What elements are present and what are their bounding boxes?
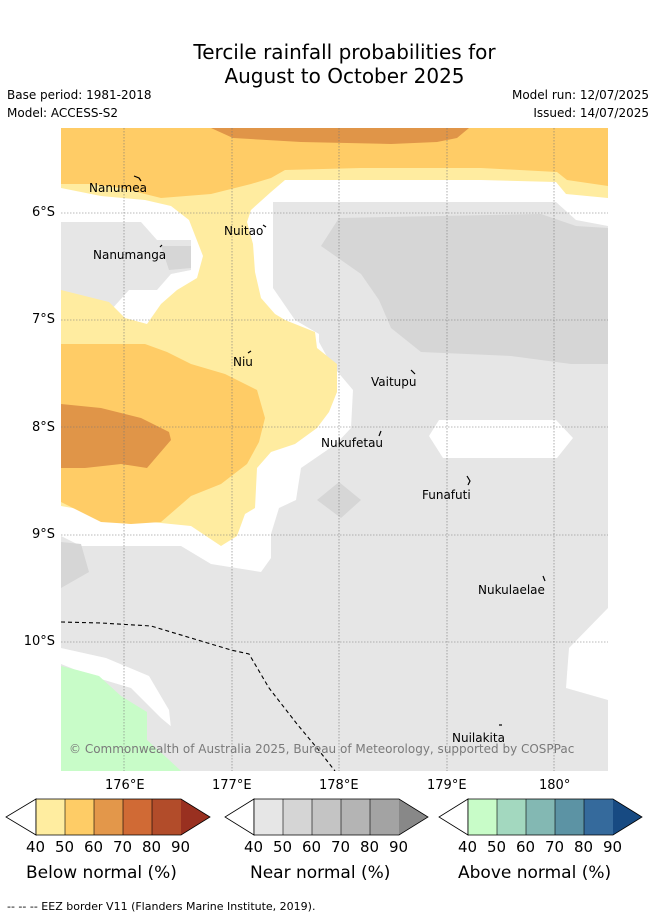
nanumanga-island-mark — [159, 244, 163, 248]
eez-border-note: -- -- -- EEZ border V11 (Flanders Marine… — [7, 900, 316, 913]
niu-island-mark — [247, 350, 252, 354]
near-tick-90: 90 — [389, 838, 409, 856]
probability-map — [61, 128, 608, 771]
above-tick-40: 40 — [458, 838, 478, 856]
swatch-below-40 — [36, 799, 65, 835]
lon-label-178e: 178°E — [319, 778, 359, 793]
near-tick-80: 80 — [360, 838, 380, 856]
below-normal-title: Below normal (%) — [26, 863, 177, 883]
swatch-below-50 — [65, 799, 94, 835]
below-normal-60-top — [211, 128, 469, 144]
swatch-near-40 — [254, 799, 283, 835]
place-nuilakita: Nuilakita — [452, 731, 505, 745]
lat-label-9s: 9°S — [31, 527, 55, 542]
nukufetau-island-mark — [378, 430, 382, 437]
below-tick-40: 40 — [26, 838, 46, 856]
swatch-above-40 — [468, 799, 497, 835]
swatch-below-60 — [94, 799, 123, 835]
lon-label-179e: 179°E — [427, 778, 467, 793]
swatch-above-90 — [613, 799, 642, 835]
eez-border — [61, 621, 336, 771]
nukulaelae-island-mark — [542, 575, 546, 582]
colorbar-near-normal — [224, 798, 429, 836]
island-marks — [133, 175, 546, 726]
below-tick-80: 80 — [142, 838, 162, 856]
swatch-near-60 — [312, 799, 341, 835]
swatch-above-80 — [584, 799, 613, 835]
near-tick-60: 60 — [302, 838, 322, 856]
white-gap-southeast — [567, 628, 608, 696]
model-name: Model: ACCESS-S2 — [7, 106, 119, 120]
above-tick-50: 50 — [487, 838, 507, 856]
swatch-above-50 — [497, 799, 526, 835]
lon-label-177e: 177°E — [212, 778, 252, 793]
lat-label-7s: 7°S — [31, 312, 55, 327]
title-line-2: August to October 2025 — [224, 64, 465, 88]
near-normal-40-west — [61, 222, 191, 314]
copyright-notice: © Commonwealth of Australia 2025, Bureau… — [69, 742, 575, 756]
below-normal-50-top — [61, 128, 608, 198]
near-normal-title: Near normal (%) — [250, 863, 391, 883]
swatch-near-80 — [370, 799, 399, 835]
below-tick-60: 60 — [84, 838, 104, 856]
nuitao-island-mark — [262, 224, 267, 228]
place-funafuti: Funafuti — [422, 488, 471, 502]
swatch-below-80 — [152, 799, 181, 835]
place-vaitupu: Vaitupu — [371, 375, 417, 389]
colorbar-below-normal — [5, 798, 211, 836]
colorbar-above-normal — [438, 798, 643, 836]
graticule — [61, 128, 608, 771]
near-normal-50-patch-c — [161, 246, 191, 270]
near-normal-50-region — [321, 214, 608, 364]
near-normal-50-patch-a — [61, 542, 89, 588]
lat-label-6s: 6°S — [31, 205, 55, 220]
place-nanumanga: Nanumanga — [93, 248, 167, 262]
above-tick-70: 70 — [545, 838, 565, 856]
place-nukulaelae: Nukulaelae — [478, 583, 545, 597]
swatch-above-70 — [555, 799, 584, 835]
lat-label-10s: 10°S — [23, 634, 55, 649]
place-nukufetau: Nukufetau — [321, 436, 384, 450]
near-tick-70: 70 — [331, 838, 351, 856]
near-tick-40: 40 — [244, 838, 264, 856]
white-gap-east — [429, 420, 573, 458]
lon-label-180: 180° — [539, 778, 571, 793]
below-tick-70: 70 — [113, 838, 133, 856]
swatch-near-50 — [283, 799, 312, 835]
nanumea-island-mark — [133, 175, 142, 182]
below-normal-60-west — [61, 404, 171, 468]
swatch-near-70 — [341, 799, 370, 835]
place-nanumea: Nanumea — [89, 181, 147, 195]
title-line-1: Tercile rainfall probabilities for — [193, 40, 496, 64]
below-tick-90: 90 — [171, 838, 191, 856]
lat-label-8s: 8°S — [31, 420, 55, 435]
above-normal-title: Above normal (%) — [458, 863, 612, 883]
lon-label-176e: 176°E — [105, 778, 145, 793]
swatch-below-90 — [181, 799, 210, 835]
near-tick-50: 50 — [273, 838, 293, 856]
vaitupu-island-mark — [410, 369, 416, 375]
swatch-above-60 — [526, 799, 555, 835]
place-niu: Niu — [233, 355, 253, 369]
swatch-below-70 — [123, 799, 152, 835]
above-tick-80: 80 — [574, 838, 594, 856]
issued-date: Issued: 14/07/2025 — [533, 106, 649, 120]
funafuti-island-mark — [466, 475, 471, 486]
base-period: Base period: 1981-2018 — [7, 88, 152, 102]
below-tick-50: 50 — [55, 838, 75, 856]
model-run: Model run: 12/07/2025 — [511, 88, 649, 102]
swatch-near-90 — [399, 799, 428, 835]
map-title: Tercile rainfall probabilities for Augus… — [0, 40, 655, 88]
above-tick-90: 90 — [603, 838, 623, 856]
above-tick-60: 60 — [516, 838, 536, 856]
above-normal-40-region — [61, 666, 181, 771]
place-nuitao: Nuitao — [224, 224, 264, 238]
